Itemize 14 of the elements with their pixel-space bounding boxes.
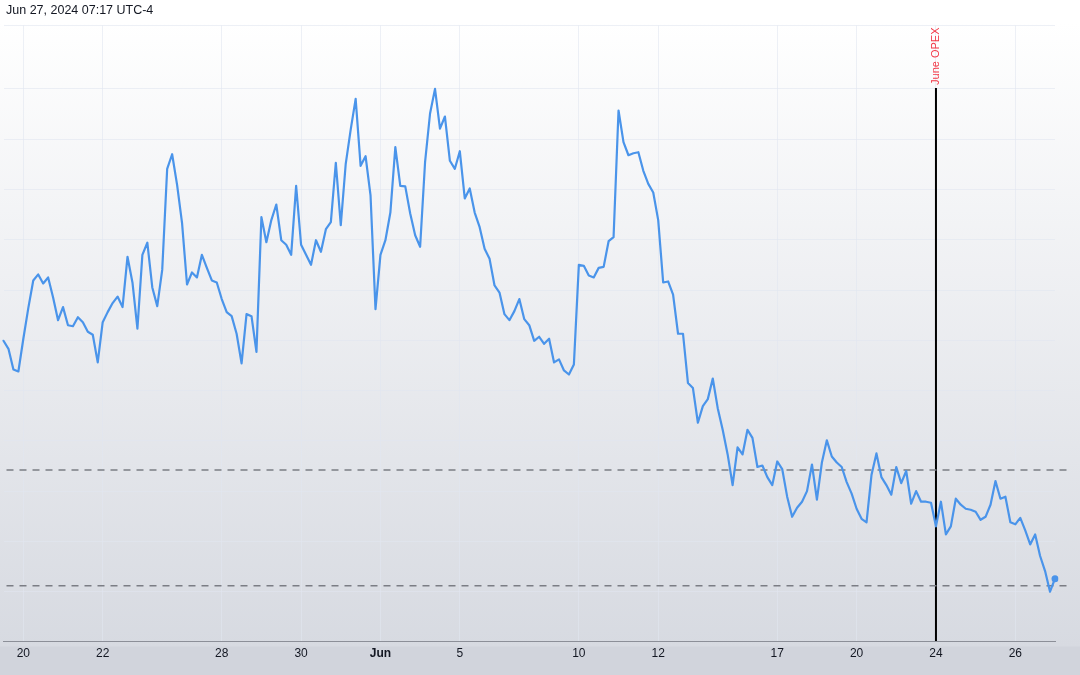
x-tick-label: 10 <box>572 645 586 660</box>
text: Jun 27, 2024 07:17 UTC-4 <box>6 3 154 18</box>
x-tick-label: 22 <box>96 645 110 660</box>
x-tick-label: 28 <box>215 645 229 660</box>
ref-line-label: June OPEX <box>928 26 941 85</box>
x-tick-label: 30 <box>294 645 309 660</box>
x-tick-label: 17 <box>770 645 785 660</box>
x-tick-label: 5 <box>456 645 464 660</box>
x-tick-label: Jun <box>369 645 392 660</box>
x-tick-label: 12 <box>651 645 666 660</box>
x-tick-label: 20 <box>16 645 31 660</box>
x-tick-label: 24 <box>929 645 943 660</box>
x-tick-label: 26 <box>1008 645 1023 660</box>
x-tick-label: 20 <box>849 645 864 660</box>
